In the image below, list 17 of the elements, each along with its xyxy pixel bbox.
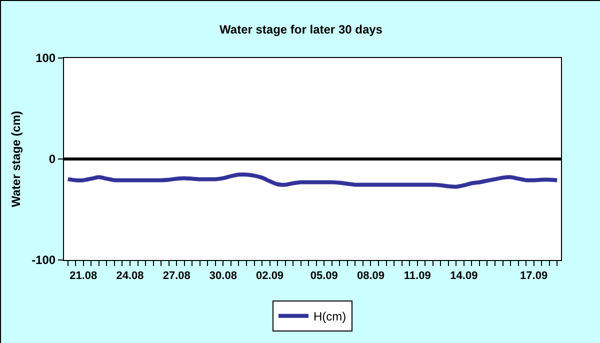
x-tick-label: 11.09 xyxy=(404,270,431,282)
x-tick-label: 24.08 xyxy=(116,270,144,282)
y-tick-label: -100 xyxy=(32,253,56,268)
x-tick-label: 30.08 xyxy=(209,270,237,282)
x-tick-label: 14.09 xyxy=(450,270,478,282)
x-tick-label: 05.09 xyxy=(310,270,338,282)
y-tick-label: 100 xyxy=(36,51,56,66)
chart-title: Water stage for later 30 days xyxy=(220,22,383,36)
line-series xyxy=(66,172,560,189)
x-tick-label: 02.09 xyxy=(256,270,284,282)
legend-label: H(cm) xyxy=(314,310,346,324)
y-axis-title: Water stage (cm) xyxy=(8,110,23,208)
x-tick-label: 21.08 xyxy=(70,270,98,282)
x-tick-label: 08.09 xyxy=(356,270,385,282)
x-tick-label: 17.09 xyxy=(520,270,548,282)
y-tick-label: 0 xyxy=(48,152,56,166)
x-tick-label: 27.08 xyxy=(162,270,190,282)
